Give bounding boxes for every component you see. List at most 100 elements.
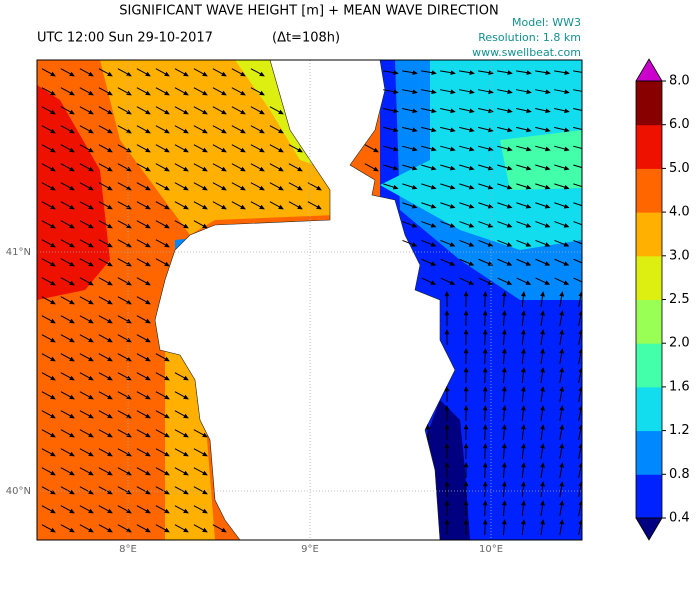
- arrow-head: [582, 280, 588, 284]
- arrow-head: [412, 127, 418, 133]
- arrow-head: [164, 223, 170, 229]
- arrow-head: [521, 443, 526, 449]
- sea-zone: [380, 60, 582, 250]
- arrow: [573, 126, 582, 130]
- arrow-head: [501, 310, 507, 316]
- arrow-head: [69, 356, 75, 362]
- arrow-head: [202, 527, 208, 533]
- colorbar-label: 4.0: [669, 205, 690, 220]
- arrow-head: [525, 223, 532, 228]
- arrow-head: [506, 261, 513, 266]
- arrow-head: [50, 527, 56, 533]
- arrow-head: [463, 443, 469, 449]
- arrow-head: [393, 108, 399, 114]
- arrow-head: [316, 204, 322, 210]
- arrow-head: [521, 329, 526, 335]
- arrow-head: [526, 146, 532, 152]
- arrow-head: [183, 71, 189, 77]
- arrow-head: [501, 348, 507, 354]
- arrow-head: [221, 166, 227, 172]
- lon-label: 9°E: [301, 544, 319, 555]
- arrow-head: [107, 261, 113, 267]
- arrow-head: [578, 519, 582, 525]
- arrow-head: [183, 223, 189, 229]
- arrow-head: [126, 109, 132, 115]
- arrow-head: [450, 146, 456, 152]
- arrow-head: [507, 127, 513, 133]
- arrow-head: [444, 386, 450, 392]
- arrow-head: [521, 310, 526, 316]
- arrow-head: [297, 147, 303, 153]
- arrow-head: [126, 318, 132, 324]
- arrow-head: [107, 318, 113, 324]
- arrow-head: [563, 242, 570, 247]
- arrow-head: [506, 223, 513, 228]
- arrow-head: [278, 147, 284, 153]
- arrow-head: [107, 204, 113, 210]
- arrow-head: [526, 89, 532, 95]
- arrow-head: [507, 146, 513, 152]
- arrow-head: [540, 367, 545, 373]
- arrow-head: [316, 185, 322, 191]
- arrow-head: [468, 184, 475, 190]
- arrow-head: [482, 443, 488, 449]
- arrow-head: [540, 481, 545, 487]
- arrow-head: [540, 424, 545, 430]
- arrow-head: [278, 166, 284, 172]
- arrow-head: [411, 184, 418, 190]
- arrow-head: [88, 242, 94, 248]
- arrow-head: [487, 280, 494, 285]
- arrow-head: [126, 375, 132, 381]
- arrow-head: [183, 489, 189, 495]
- arrow-head: [521, 405, 526, 411]
- arrow: [573, 183, 582, 188]
- arrow-head: [50, 337, 56, 343]
- arrow-head: [88, 413, 94, 419]
- arrow-head: [145, 451, 151, 457]
- arrow-head: [501, 291, 507, 297]
- arrow-head: [411, 242, 418, 247]
- arrow-head: [69, 223, 75, 229]
- arrow: [573, 239, 582, 245]
- arrow-head: [107, 147, 113, 153]
- arrow-head: [449, 280, 456, 285]
- arrow-head: [482, 462, 488, 468]
- colorbar-label: 6.0: [669, 117, 690, 132]
- arrow-head: [88, 147, 94, 153]
- arrow-head: [50, 489, 56, 495]
- arrow-head: [88, 470, 94, 476]
- arrow-head: [559, 405, 565, 411]
- arrow-head: [69, 242, 75, 248]
- arrow-head: [578, 291, 582, 297]
- arrow-head: [578, 348, 582, 354]
- arrow-head: [540, 405, 545, 411]
- arrow: [573, 221, 582, 226]
- arrow-head: [444, 329, 450, 335]
- arrow-head: [240, 147, 246, 153]
- arrow-head: [431, 127, 437, 133]
- arrow-head: [69, 508, 75, 514]
- arrow-head: [50, 508, 56, 514]
- arrow-head: [164, 128, 170, 134]
- arrow-head: [88, 90, 94, 96]
- arrow-head: [463, 291, 469, 297]
- arrow: [573, 258, 582, 264]
- arrow-head: [164, 413, 170, 419]
- arrow-head: [88, 432, 94, 438]
- arrow-head: [126, 90, 132, 96]
- arrow-head: [126, 508, 132, 514]
- arrow-head: [50, 394, 56, 400]
- arrow-head: [463, 462, 469, 468]
- arrow-head: [412, 108, 418, 114]
- arrow-head: [521, 348, 526, 354]
- arrow-head: [164, 508, 170, 514]
- arrow-head: [107, 71, 113, 77]
- arrow-head: [488, 89, 494, 95]
- arrow-head: [559, 367, 565, 373]
- arrow-head: [88, 527, 94, 533]
- arrow-head: [482, 348, 488, 354]
- arrow-head: [430, 165, 437, 171]
- arrow-head: [487, 242, 494, 247]
- arrow-head: [544, 165, 551, 171]
- arrow-head: [145, 508, 151, 514]
